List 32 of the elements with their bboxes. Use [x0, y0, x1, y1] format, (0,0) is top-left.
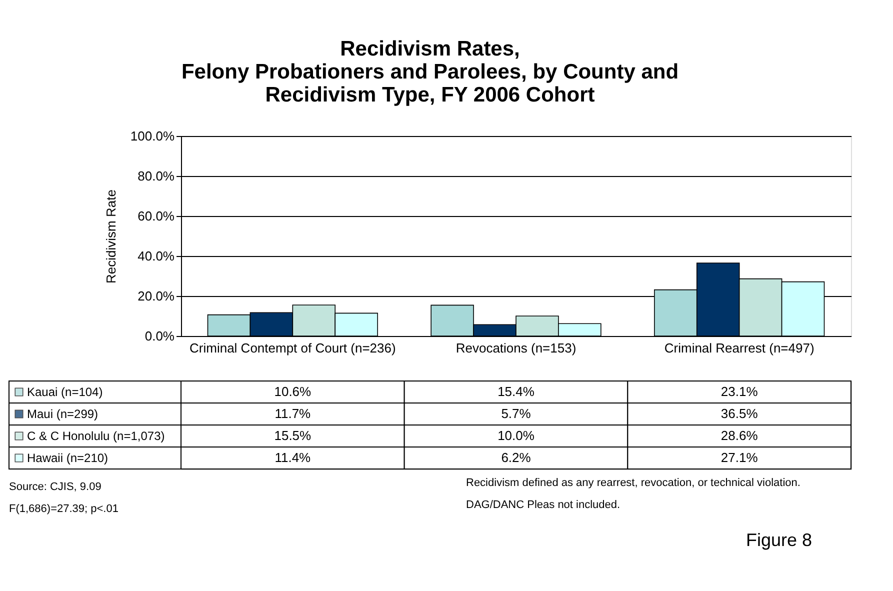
data-label: 27.1%	[720, 450, 758, 465]
x-tick-label: Criminal Rearrest (n=497)	[664, 340, 814, 356]
data-label: 10.6%	[274, 384, 312, 399]
data-label: 11.7%	[274, 406, 312, 421]
data-label: 28.6%	[720, 428, 758, 443]
data-label: 15.5%	[274, 428, 312, 443]
data-label: 23.1%	[720, 384, 758, 399]
y-tick-label: 0.0%	[144, 328, 175, 344]
data-label: 5.7%	[501, 406, 532, 421]
y-tick-label: 20.0%	[138, 288, 175, 304]
y-tick-label: 60.0%	[138, 208, 175, 224]
text: Recidivism defined as any rearrest, revocation, or technical violation.	[466, 477, 800, 489]
y-tick-label: 40.0%	[138, 248, 175, 264]
data-label: 6.2%	[501, 450, 532, 465]
data-label: 10.0%	[498, 428, 535, 443]
source-note: Source: CJIS, 9.09	[9, 481, 102, 493]
chart-title: Recidivism Rates, Felony Probationers and Parolees, by County and Recidivism Type, FY 2006 Cohort	[181, 38, 679, 106]
y-tick-label: 100.0%	[130, 128, 175, 144]
x-tick-label: Criminal Contempt of Court (n=236)	[190, 340, 396, 356]
y-tick-label: 80.0%	[138, 168, 175, 184]
data-label: 11.4%	[274, 450, 312, 465]
text: F(1,686)=27.39; p<.01	[9, 503, 118, 515]
caption: Figure 8	[746, 530, 812, 550]
x-tick-label: Revocations (n=153)	[456, 340, 576, 356]
legend-label: C & C Honolulu (n=1,073)	[27, 429, 165, 443]
data-label: 15.4%	[498, 384, 535, 399]
legend-label: Hawaii (n=210)	[27, 451, 108, 465]
text: DAG/DANC Pleas not included.	[466, 499, 620, 511]
legend-label: Maui (n=299)	[27, 407, 98, 421]
legend-label: Kauai (n=104)	[27, 385, 103, 399]
data-label: 36.5%	[720, 406, 758, 421]
y-axis-title: Recidivism Rate	[103, 190, 118, 284]
